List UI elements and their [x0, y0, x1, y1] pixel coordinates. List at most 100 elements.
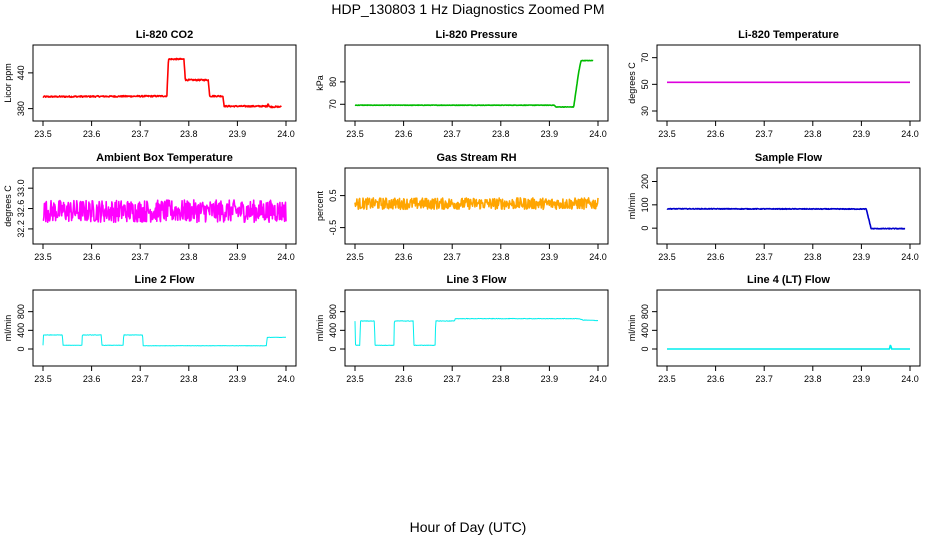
y-tick-label: 800: [16, 304, 26, 319]
x-tick-label: 23.9: [541, 252, 559, 262]
x-tick-label: 24.0: [589, 129, 607, 139]
y-tick-label: 400: [328, 323, 338, 338]
chart-title: Line 3 Flow: [447, 274, 507, 286]
x-tick-label: 24.0: [277, 129, 295, 139]
x-tick-label: 23.6: [395, 374, 413, 384]
x-tick-label: 23.9: [541, 129, 559, 139]
series-line: [42, 334, 286, 347]
series-line: [354, 197, 599, 211]
chart-title: Ambient Box Temperature: [96, 152, 233, 164]
x-tick-label: 23.6: [707, 374, 725, 384]
y-axis-label: ml/min: [3, 315, 13, 342]
x-tick-label: 23.8: [804, 252, 822, 262]
plot-frame: [344, 289, 609, 367]
chart-title: Sample Flow: [755, 152, 823, 164]
series-line: [354, 317, 599, 346]
plot-frame: [32, 167, 297, 245]
x-tick-label: 23.5: [346, 374, 364, 384]
x-tick-label: 23.7: [443, 374, 461, 384]
x-tick-label: 23.8: [492, 252, 510, 262]
x-tick-label: 23.9: [853, 129, 871, 139]
x-tick-label: 23.8: [492, 374, 510, 384]
y-tick-label: 800: [640, 304, 650, 319]
plot-frame: [32, 44, 297, 122]
y-axis-label: ml/min: [627, 315, 637, 342]
plot-frame: [656, 167, 921, 245]
y-axis-label: degrees C: [627, 62, 637, 104]
chart-title: Li-820 CO2: [136, 29, 193, 41]
x-tick-label: 23.6: [707, 129, 725, 139]
series-line: [666, 344, 911, 350]
y-tick-label: 400: [16, 323, 26, 338]
y-axis-label: kPa: [315, 75, 325, 91]
x-tick-label: 24.0: [901, 129, 919, 139]
x-tick-label: 24.0: [277, 374, 295, 384]
y-axis-label: Licor ppm: [3, 63, 13, 103]
x-tick-label: 24.0: [589, 374, 607, 384]
chart-panel-6: Sample Flow ml/min 23.5 23.6 23.7 23.8 23.9 24.…: [627, 152, 921, 262]
plot-frame: [656, 289, 921, 367]
x-tick-label: 23.8: [180, 252, 198, 262]
y-tick-label: 0: [640, 226, 650, 231]
chart-title: Line 4 (LT) Flow: [747, 274, 830, 286]
x-tick-label: 23.6: [395, 129, 413, 139]
y-tick-label: 0: [328, 346, 338, 351]
plot-frame: [344, 44, 609, 122]
y-tick-label: 400: [640, 323, 650, 338]
y-tick-label: 30: [640, 106, 650, 116]
x-axis-caption: Hour of Day (UTC): [409, 519, 527, 535]
y-tick-label: 32.2: [16, 220, 26, 238]
chart-panel-1: Li-820 CO2 Licor ppm 23.5 23.6 23.7 23.8 23.9 2…: [3, 29, 297, 139]
series-line: [42, 57, 282, 109]
x-tick-label: 23.8: [804, 129, 822, 139]
y-tick-label: 200: [640, 174, 650, 189]
y-tick-label: 380: [16, 101, 26, 116]
chart-panel-5: Gas Stream RH percent 23.5 23.6 23.7 23.8 23.9…: [315, 152, 609, 262]
y-tick-label: 440: [16, 65, 26, 80]
x-tick-label: 23.7: [443, 129, 461, 139]
x-tick-label: 24.0: [589, 252, 607, 262]
x-tick-label: 23.7: [131, 129, 149, 139]
x-tick-label: 23.5: [658, 252, 676, 262]
x-tick-label: 23.9: [229, 252, 247, 262]
chart-panel-4: Ambient Box Temperature degrees C 23.5 23.6…: [3, 152, 297, 262]
chart-title: Gas Stream RH: [436, 152, 516, 164]
plot-frame: [32, 289, 297, 367]
x-tick-label: 23.5: [658, 129, 676, 139]
x-tick-label: 23.8: [180, 129, 198, 139]
chart-panel-2: Li-820 Pressure kPa 23.5 23.6 23.7 23.8 23.9 24…: [315, 29, 609, 139]
x-tick-label: 23.6: [83, 129, 101, 139]
x-tick-label: 23.9: [853, 374, 871, 384]
x-tick-label: 23.7: [755, 129, 773, 139]
x-tick-label: 23.8: [180, 374, 198, 384]
y-axis-label: ml/min: [315, 315, 325, 342]
page-title: HDP_130803 1 Hz Diagnostics Zoomed PM: [331, 1, 605, 17]
x-tick-label: 24.0: [901, 374, 919, 384]
x-tick-label: 23.9: [229, 374, 247, 384]
y-axis-label: ml/min: [627, 193, 637, 220]
x-tick-label: 23.9: [229, 129, 247, 139]
series-line: [666, 207, 906, 230]
y-tick-label: 80: [328, 77, 338, 87]
series-line: [354, 59, 594, 108]
x-tick-label: 23.5: [34, 374, 52, 384]
x-tick-label: 23.9: [541, 374, 559, 384]
x-tick-label: 23.7: [443, 252, 461, 262]
series-line: [42, 199, 287, 224]
chart-panel-9: Line 4 (LT) Flow ml/min 23.5 23.6 23.7 23.8 23…: [627, 274, 921, 384]
x-tick-label: 23.9: [853, 252, 871, 262]
y-axis-label: degrees C: [3, 185, 13, 227]
x-tick-label: 23.7: [131, 252, 149, 262]
chart-title: Li-820 Temperature: [738, 29, 839, 41]
y-tick-label: 0.5: [328, 189, 338, 202]
x-tick-label: 23.5: [658, 374, 676, 384]
x-tick-label: 23.6: [83, 252, 101, 262]
y-tick-label: 0: [16, 346, 26, 351]
x-tick-label: 24.0: [277, 252, 295, 262]
y-axis-label: percent: [315, 190, 325, 221]
x-tick-label: 23.7: [755, 252, 773, 262]
x-tick-label: 23.7: [755, 374, 773, 384]
chart-title: Line 2 Flow: [135, 274, 195, 286]
x-tick-label: 23.8: [492, 129, 510, 139]
